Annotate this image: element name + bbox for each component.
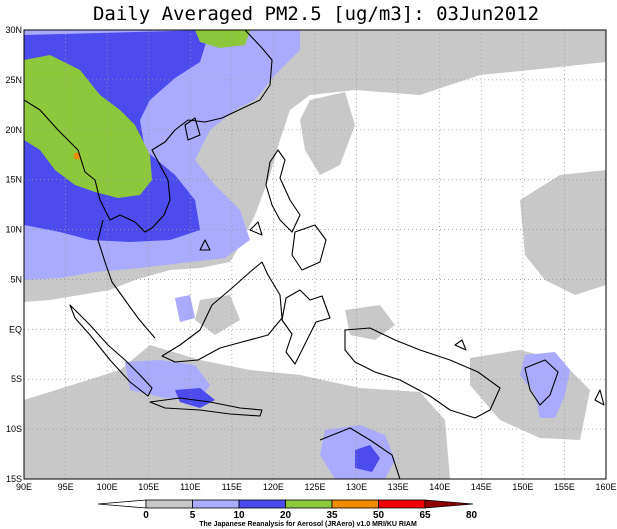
x-tick-label: 95E [58,482,74,492]
y-tick-label: 20N [5,125,22,135]
x-tick-label: 160E [595,482,616,492]
y-tick-label: EQ [9,324,22,334]
colorbar: 0 5 10 20 35 50 65 80 [97,499,478,521]
colorbar-tick-label: 0 [143,510,149,521]
y-tick-label: 10S [6,424,22,434]
x-tick-label: 100E [97,482,118,492]
colorbar-tick-label: 50 [373,510,385,521]
colorbar-tick-label: 80 [466,510,478,521]
y-tick-label: 5N [10,274,22,284]
y-tick-label: 15N [5,175,22,185]
plot-frame [23,29,607,480]
data-credit: The Japanese Reanalysis for Aerosol (JRA… [199,521,417,528]
x-tick-label: 120E [263,482,284,492]
y-tick-label: 10N [5,225,22,235]
x-tick-label: 140E [429,482,450,492]
y-tick-label: 15S [6,474,22,484]
x-tick-label: 105E [138,482,159,492]
x-tick-label: 145E [471,482,492,492]
x-tick-label: 110E [180,482,200,492]
x-tick-label: 150E [512,482,533,492]
colorbar-segment [378,499,426,509]
y-tick-label: 25N [5,75,22,85]
x-tick-label: 130E [346,482,367,492]
colorbar-segment [285,499,333,509]
y-axis-tick-labels: 30N 25N 20N 15N 10N 5N EQ 5S 10S 15S [5,25,22,484]
colorbar-right-arrow [424,499,474,509]
colorbar-tick-label: 65 [419,510,431,521]
coastlines [24,30,605,479]
colorbar-tick-label: 35 [326,510,338,521]
x-tick-label: 115E [222,482,242,492]
colorbar-segment [331,499,379,509]
colorbar-segment [192,499,240,509]
x-tick-label: 125E [304,482,325,492]
pm25-level-50-65-spot [73,152,81,160]
colorbar-left-arrow [97,499,147,509]
x-tick-label: 90E [16,482,32,492]
x-axis-tick-labels: 90E 95E 100E 105E 110E 115E 120E 125E 130E 135E 14… [16,482,617,492]
x-tick-label: 155E [554,482,575,492]
x-tick-label: 135E [388,482,409,492]
map-gridlines [24,30,606,479]
colorbar-tick-label: 20 [280,510,292,521]
colorbar-segment [238,499,286,509]
pm25-level-35-50 [24,30,250,198]
colorbar-segment [145,499,193,509]
pm25-fields [24,30,606,479]
map-title: Daily Averaged PM2.5 [ug/m3]: 03Jun2012 [93,3,539,25]
colorbar-tick-label: 10 [233,510,245,521]
y-tick-label: 5S [11,374,22,384]
y-tick-label: 30N [5,25,22,35]
colorbar-tick-label: 5 [190,510,196,521]
